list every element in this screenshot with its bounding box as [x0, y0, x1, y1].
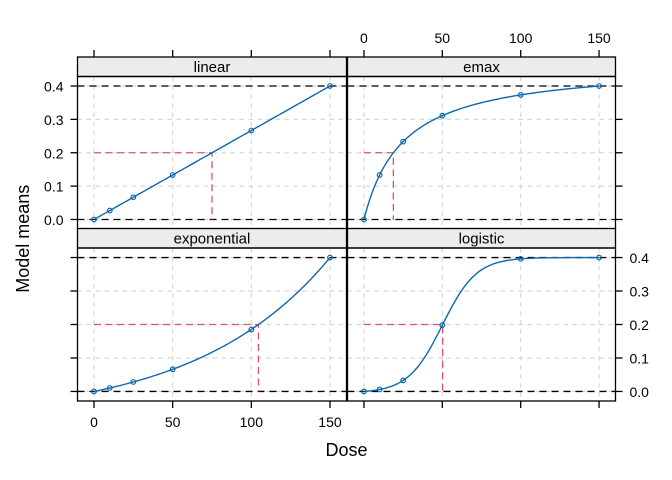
data-point-emax-dose-0	[361, 216, 367, 223]
y-tick-label-left-0.0: 0.0	[44, 212, 64, 228]
strip-label-linear: linear	[194, 59, 231, 76]
strip-label-emax: emax	[463, 59, 500, 76]
y-tick-label-left-0.2: 0.2	[44, 145, 64, 161]
x-tick-label-top-100: 100	[509, 30, 533, 46]
data-point-exponential-dose-25	[130, 379, 137, 385]
data-point-linear-dose-50	[169, 172, 176, 178]
x-tick-label-bottom-0: 0	[90, 414, 98, 430]
data-point-linear-dose-25	[130, 194, 137, 201]
data-point-linear-dose-0	[91, 216, 97, 223]
y-axis-title: Model means	[13, 185, 33, 293]
data-point-logistic-dose-25	[400, 377, 407, 384]
panel-exponential: exponential	[76, 227, 348, 402]
y-tick-label-left-0.4: 0.4	[44, 79, 64, 95]
model-curve-exponential	[93, 257, 331, 393]
data-point-logistic-dose-150	[596, 254, 602, 261]
panel-emax: emax	[346, 56, 617, 230]
data-point-emax-dose-25	[400, 138, 407, 145]
data-point-emax-dose-100	[517, 92, 524, 98]
panel-linear: linear	[76, 56, 348, 230]
data-point-emax-dose-50	[439, 112, 446, 119]
y-tick-label-right-0.0: 0.0	[630, 384, 650, 400]
x-tick-label-bottom-50: 50	[165, 414, 181, 430]
y-tick-label-right-0.1: 0.1	[630, 350, 650, 366]
x-tick-label-bottom-150: 150	[318, 414, 342, 430]
x-tick-label-top-150: 150	[587, 30, 611, 46]
data-point-exponential-dose-10	[106, 385, 113, 391]
x-axis-title: Dose	[325, 440, 367, 460]
y-tick-label-right-0.2: 0.2	[630, 317, 650, 333]
axes: 0 0 50 50 100 100 150 150 0.0 0.0 0.1 0.1 0.2 0.2 0.3 0…	[13, 30, 649, 460]
model-curve-emax	[363, 85, 600, 220]
data-point-logistic-dose-10	[376, 386, 383, 393]
x-tick-label-bottom-100: 100	[240, 414, 264, 430]
x-tick-label-top-50: 50	[435, 30, 451, 46]
data-point-exponential-dose-0	[91, 388, 97, 395]
data-point-exponential-dose-100	[248, 326, 255, 333]
data-point-exponential-dose-150	[327, 254, 333, 261]
data-point-emax-dose-10	[376, 172, 383, 178]
data-point-logistic-dose-100	[517, 255, 524, 262]
data-point-emax-dose-150	[596, 83, 602, 89]
strip-label-logistic: logistic	[459, 230, 505, 247]
y-tick-label-left-0.3: 0.3	[44, 112, 64, 128]
data-point-logistic-dose-50	[439, 322, 446, 329]
target-dose-line-logistic	[363, 323, 444, 392]
y-tick-label-right-0.3: 0.3	[630, 284, 650, 300]
data-point-linear-dose-10	[106, 207, 113, 214]
x-tick-label-top-0: 0	[360, 30, 368, 46]
data-point-exponential-dose-50	[169, 366, 176, 373]
model-curve-linear	[93, 85, 331, 221]
y-tick-label-right-0.4: 0.4	[630, 250, 650, 266]
data-point-logistic-dose-0	[361, 388, 367, 395]
data-point-linear-dose-150	[327, 83, 333, 89]
y-tick-label-left-0.1: 0.1	[44, 179, 64, 195]
data-point-linear-dose-100	[248, 127, 255, 134]
strip-label-exponential: exponential	[174, 230, 251, 247]
model-curve-logistic	[363, 256, 600, 393]
panel-logistic: logistic	[346, 227, 617, 402]
